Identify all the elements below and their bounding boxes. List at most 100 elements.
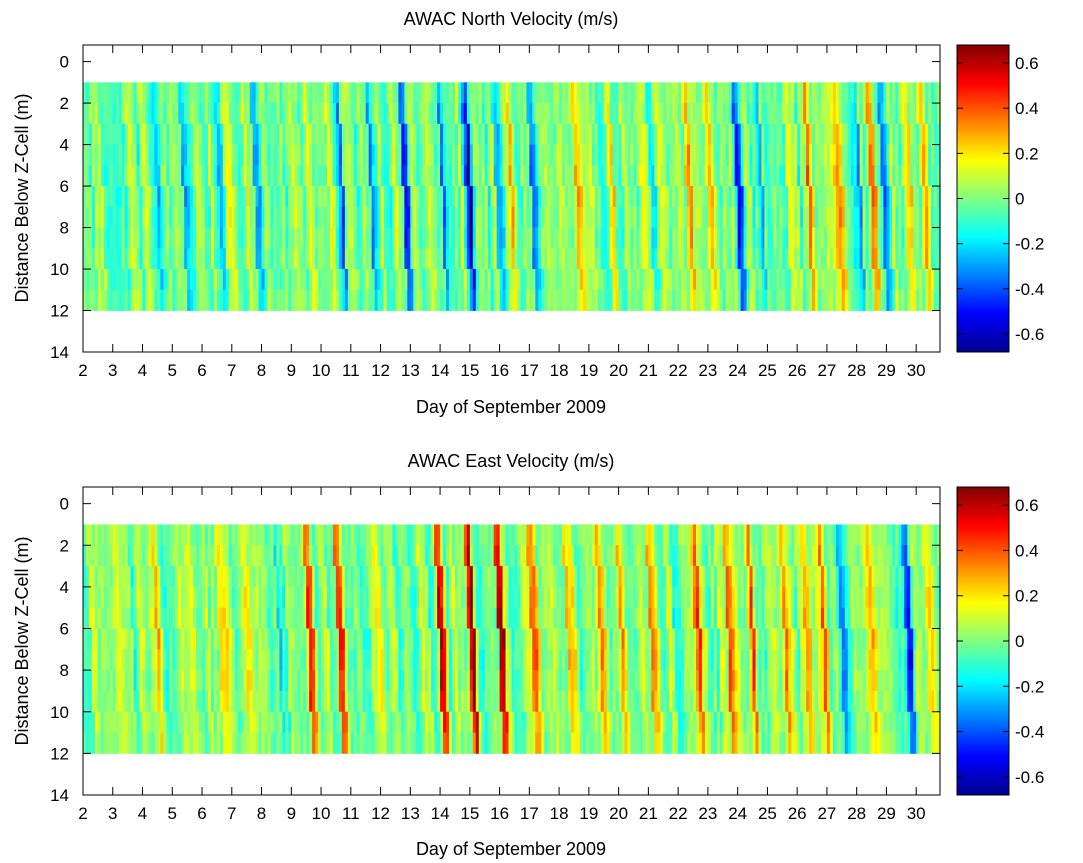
heatmap-cell <box>660 269 664 291</box>
heatmap-cell <box>410 227 414 249</box>
heatmap-cell <box>675 545 679 567</box>
heatmap-cell <box>410 566 414 588</box>
heatmap-cell <box>868 248 873 270</box>
heatmap-cell <box>225 524 230 546</box>
heatmap-cell <box>234 566 239 588</box>
heatmap-cell <box>713 269 718 291</box>
heatmap-cell <box>579 165 584 187</box>
heatmap-cell <box>163 165 167 187</box>
heatmap-cell <box>701 248 706 270</box>
heatmap-cell <box>719 628 724 650</box>
heatmap-cell <box>871 566 876 588</box>
heatmap-cell <box>225 82 230 104</box>
heatmap-cell <box>315 186 319 208</box>
heatmap-cell <box>922 586 926 609</box>
heatmap-cell <box>175 227 179 249</box>
heatmap-cell <box>88 269 93 291</box>
heatmap-cell <box>309 165 313 187</box>
heatmap-cell <box>463 165 468 187</box>
heatmap-cell <box>306 586 310 609</box>
heatmap-cell <box>258 123 263 145</box>
heatmap-cell <box>267 82 272 104</box>
heatmap-cell <box>511 82 516 104</box>
heatmap-cell <box>571 269 575 291</box>
heatmap-cell <box>202 269 206 291</box>
heatmap-cell <box>731 144 736 166</box>
heatmap-cell <box>484 545 489 567</box>
heatmap-cell <box>761 586 766 609</box>
heatmap-cell <box>237 628 242 650</box>
heatmap-cell <box>490 269 495 291</box>
heatmap-cell <box>91 566 96 588</box>
heatmap-cell <box>118 123 123 145</box>
heatmap-cell <box>222 144 227 166</box>
heatmap-cell <box>100 103 105 125</box>
heatmap-cell <box>178 186 182 208</box>
heatmap-cell <box>731 545 736 567</box>
heatmap-cell <box>713 123 718 145</box>
colorbar-tick-label: 0.2 <box>1015 144 1039 163</box>
heatmap-cell <box>511 545 516 567</box>
heatmap-cell <box>716 628 721 650</box>
heatmap-cell <box>454 123 459 145</box>
heatmap-cell <box>877 248 882 270</box>
heatmap-cell <box>725 607 730 629</box>
heatmap-cell <box>440 82 444 104</box>
heatmap-cell <box>737 566 742 588</box>
heatmap-cell <box>925 144 929 166</box>
heatmap-cell <box>160 607 164 629</box>
heatmap-cell <box>276 628 280 650</box>
heatmap-cell <box>109 607 114 629</box>
heatmap-cell <box>451 545 456 567</box>
heatmap-cell <box>829 206 834 228</box>
heatmap-cell <box>401 82 405 104</box>
heatmap-cell <box>380 269 385 291</box>
heatmap-cell <box>386 123 391 145</box>
heatmap-cell <box>428 269 432 291</box>
heatmap-cell <box>329 607 334 629</box>
heatmap-cell <box>460 82 465 104</box>
heatmap-cell <box>118 289 123 311</box>
heatmap-cell <box>663 165 667 187</box>
heatmap-cell <box>755 545 760 567</box>
heatmap-cell <box>803 289 807 311</box>
heatmap-cell <box>91 82 96 104</box>
heatmap-cell <box>690 566 694 588</box>
heatmap-cell <box>454 103 459 125</box>
heatmap-cell <box>907 165 911 187</box>
heatmap-cell <box>612 227 617 249</box>
heatmap-cell <box>514 248 519 270</box>
heatmap-cell <box>112 186 117 208</box>
heatmap-cell <box>193 269 197 291</box>
heatmap-cell <box>499 248 504 270</box>
heatmap-cell <box>398 165 402 187</box>
heatmap-cell <box>847 144 852 166</box>
heatmap-cell <box>279 248 283 270</box>
heatmap-cell <box>172 628 176 650</box>
heatmap-cell <box>347 248 352 270</box>
heatmap-cell <box>219 103 224 125</box>
heatmap-cell <box>199 82 203 104</box>
heatmap-cell <box>615 123 620 145</box>
heatmap-cell <box>190 82 194 104</box>
heatmap-cell <box>350 206 355 228</box>
heatmap-cell <box>109 123 114 145</box>
heatmap-cell <box>752 607 757 629</box>
heatmap-cell <box>419 165 423 187</box>
heatmap-cell <box>934 269 938 291</box>
heatmap-cell <box>356 566 361 588</box>
heatmap-cell <box>431 586 435 609</box>
heatmap-cell <box>487 586 492 609</box>
heatmap-cell <box>850 607 855 629</box>
heatmap-cell <box>502 566 507 588</box>
heatmap-cell <box>562 227 566 249</box>
heatmap-cell <box>630 82 635 104</box>
heatmap-cell <box>285 248 289 270</box>
heatmap-cell <box>663 82 667 104</box>
heatmap-cell <box>675 165 679 187</box>
heatmap-cell <box>487 123 492 145</box>
heatmap-cell <box>919 248 923 270</box>
heatmap-cell <box>550 289 554 311</box>
heatmap-cell <box>362 248 367 270</box>
heatmap-cell <box>267 586 272 609</box>
